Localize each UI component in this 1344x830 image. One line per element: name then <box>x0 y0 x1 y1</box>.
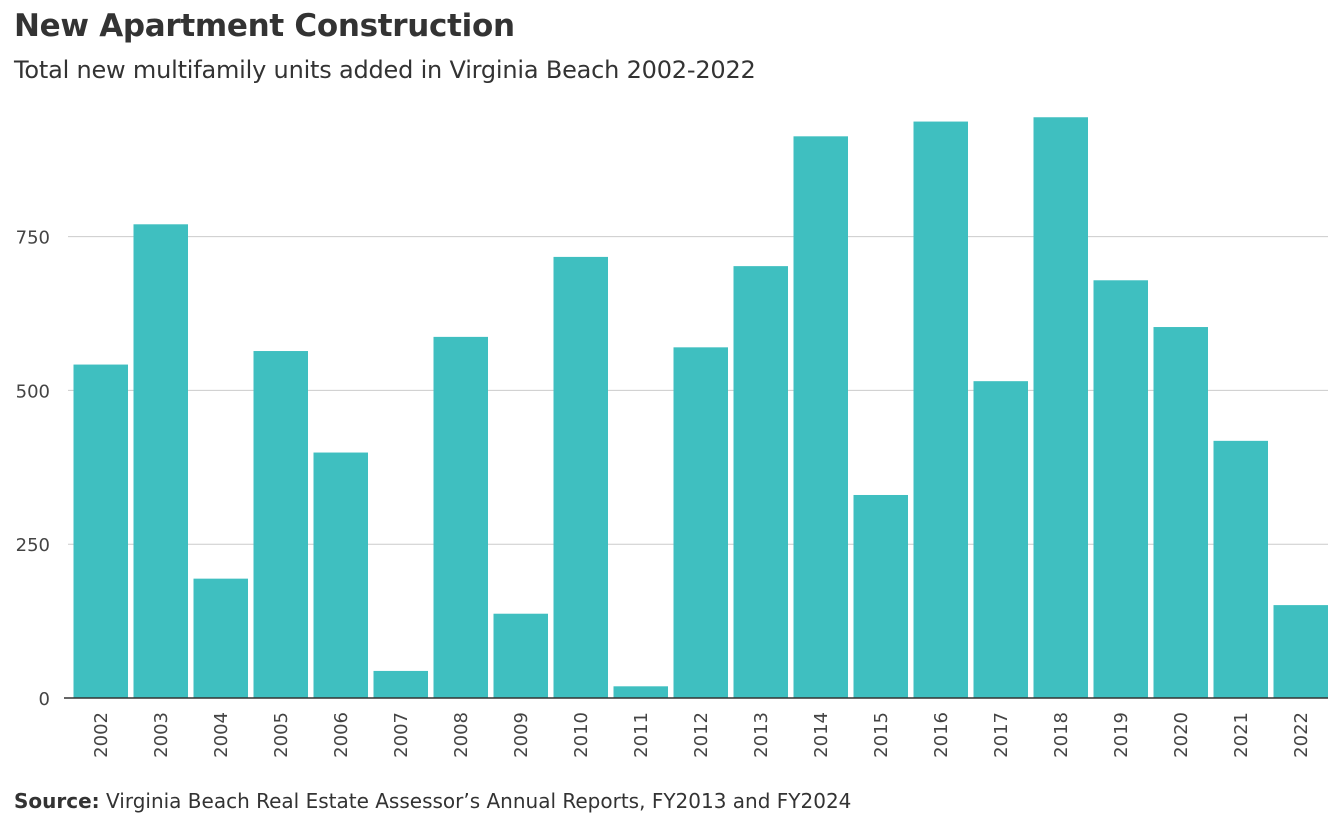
bar-2009 <box>493 613 548 698</box>
y-tick-label: 500 <box>16 381 50 402</box>
x-tick-label: 2015 <box>871 712 892 758</box>
bar-2012 <box>673 347 728 698</box>
tick-labels: 0 250 500 750 2002 2003 2004 2005 2006 2007 2008 20… <box>16 228 1312 758</box>
x-tick-label: 2019 <box>1111 712 1132 758</box>
bar-2007 <box>373 670 428 698</box>
x-tick-label: 2009 <box>511 712 532 758</box>
bar-2022 <box>1273 605 1328 698</box>
x-tick-label: 2007 <box>391 712 412 758</box>
x-tick-label: 2018 <box>1051 712 1072 758</box>
x-tick-label: 2003 <box>151 712 172 758</box>
x-tick-label: 2011 <box>631 712 652 758</box>
x-tick-label: 2017 <box>991 712 1012 758</box>
bar-2021 <box>1213 440 1268 698</box>
y-tick-label: 250 <box>16 535 50 556</box>
source-text: Virginia Beach Real Estate Assessor’s An… <box>106 789 852 813</box>
source-label: Source: <box>14 789 100 813</box>
bar-2006 <box>313 452 368 698</box>
bar-2002 <box>73 364 128 698</box>
y-tick-label: 0 <box>39 689 50 710</box>
x-tick-label: 2020 <box>1171 712 1192 758</box>
chart-subtitle: Total new multifamily units added in Vir… <box>14 56 756 84</box>
bar-2017 <box>973 381 1028 698</box>
bar-2008 <box>433 336 488 698</box>
bar-2015 <box>853 494 908 698</box>
bar-2019 <box>1093 280 1148 698</box>
bar-2014 <box>793 136 848 699</box>
bar-2004 <box>193 578 248 698</box>
bar-2011 <box>613 686 668 698</box>
x-tick-label: 2021 <box>1231 712 1252 758</box>
bar-2020 <box>1153 327 1208 698</box>
x-tick-label: 2004 <box>211 712 232 758</box>
x-tick-label: 2010 <box>571 712 592 758</box>
bar-2016 <box>913 121 968 698</box>
x-tick-label: 2016 <box>931 712 952 758</box>
x-tick-label: 2022 <box>1291 712 1312 758</box>
bar-2013 <box>733 266 788 698</box>
bars <box>73 117 1328 699</box>
y-tick-label: 750 <box>16 228 50 249</box>
bar-2018 <box>1033 117 1088 698</box>
x-tick-label: 2005 <box>271 712 292 758</box>
x-tick-label: 2006 <box>331 712 352 758</box>
x-tick-label: 2002 <box>91 712 112 758</box>
bar-2005 <box>253 351 308 698</box>
bar-2003 <box>133 224 188 698</box>
x-tick-label: 2014 <box>811 712 832 758</box>
chart-title: New Apartment Construction <box>14 8 515 44</box>
bar-chart: 0 250 500 750 2002 2003 2004 2005 2006 2007 2008 20… <box>16 117 1328 758</box>
x-tick-label: 2013 <box>751 712 772 758</box>
x-tick-label: 2012 <box>691 712 712 758</box>
bar-2010 <box>553 256 608 698</box>
source-note: Source: Virginia Beach Real Estate Asses… <box>14 789 851 813</box>
x-tick-label: 2008 <box>451 712 472 758</box>
